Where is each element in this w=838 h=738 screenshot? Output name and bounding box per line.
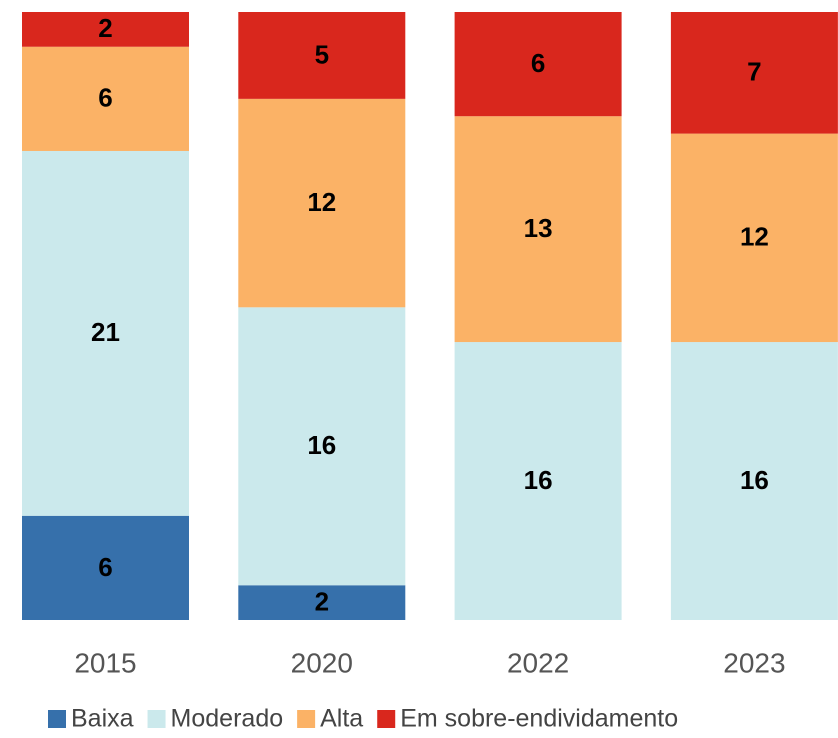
- data-label: 6: [98, 83, 112, 113]
- data-label: 12: [740, 222, 769, 252]
- bar-segment: [238, 12, 406, 99]
- data-label: 13: [524, 213, 553, 243]
- data-label: 16: [524, 465, 553, 495]
- legend-label: Moderado: [171, 705, 284, 733]
- x-tick-label: 2015: [74, 647, 136, 678]
- bar-segment: [238, 307, 406, 586]
- bar-segment: [22, 12, 189, 47]
- bar-segment: [22, 515, 189, 620]
- data-label: 2: [315, 587, 329, 617]
- bar-segment: [670, 133, 838, 343]
- x-tick-label: 2022: [507, 647, 569, 678]
- legend-label: Alta: [320, 705, 363, 733]
- legend-label: Baixa: [71, 705, 134, 733]
- data-label: 6: [531, 48, 545, 78]
- bar-segment: [238, 585, 406, 620]
- bar-segment: [670, 12, 838, 134]
- legend-swatch: [48, 710, 66, 728]
- data-label: 16: [307, 430, 336, 460]
- legend-swatch: [297, 710, 316, 728]
- bar-segment: [22, 46, 189, 151]
- data-label: 7: [747, 57, 761, 87]
- data-label: 16: [740, 465, 769, 495]
- x-tick-label: 2020: [291, 647, 353, 678]
- legend-swatch: [147, 710, 166, 728]
- data-label: 5: [315, 39, 329, 69]
- bar-segment: [238, 98, 406, 308]
- legend-label: Em sobre-endividamento: [400, 705, 678, 733]
- legend-swatch: [377, 710, 396, 728]
- data-label: 2: [98, 13, 112, 43]
- bar-segment: [670, 342, 838, 620]
- x-tick-label: 2023: [723, 647, 785, 678]
- bar-segment: [454, 116, 622, 343]
- data-label: 6: [98, 552, 112, 582]
- bar-segment: [22, 150, 189, 516]
- data-label: 21: [91, 317, 120, 347]
- bar-segment: [454, 342, 622, 620]
- bar-segment: [454, 12, 622, 117]
- data-label: 12: [307, 187, 336, 217]
